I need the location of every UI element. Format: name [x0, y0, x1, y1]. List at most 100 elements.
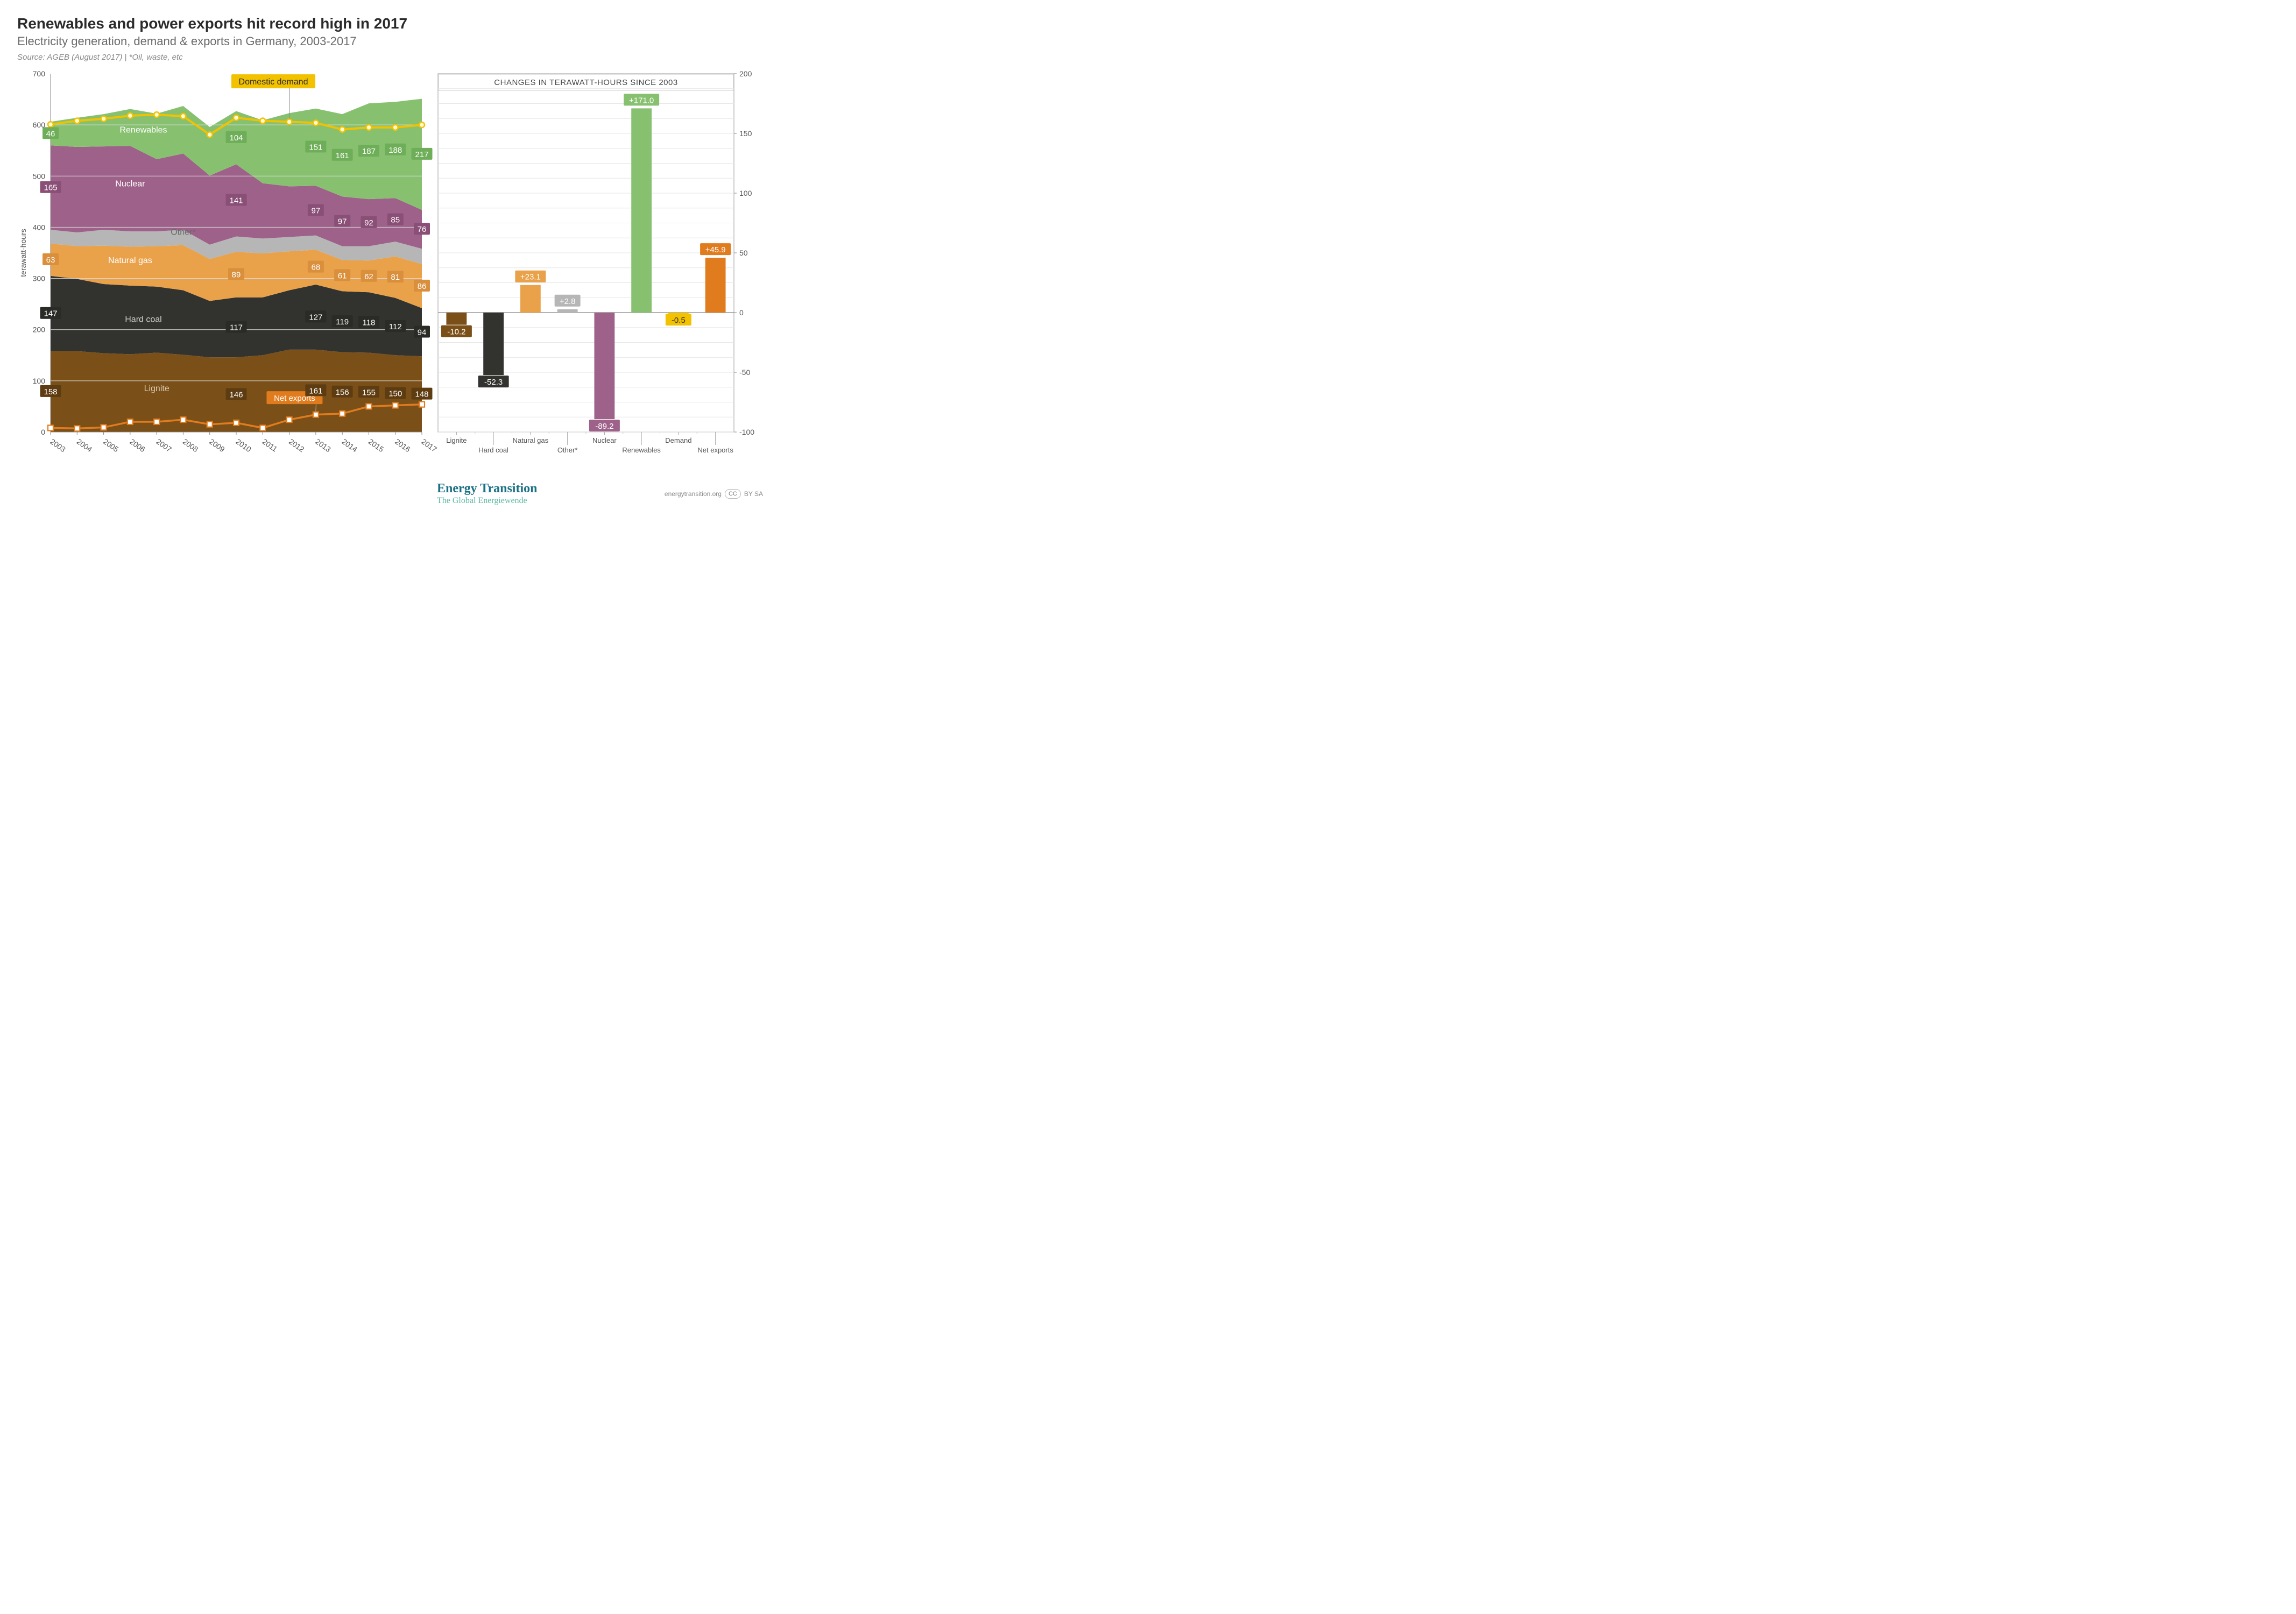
area-chart: 0100200300400500600700terawatt-hours2003… [17, 69, 426, 478]
exports-marker [180, 417, 186, 422]
y-tick: 700 [33, 69, 46, 78]
bar-ytick: 50 [739, 249, 748, 257]
demand-marker [366, 125, 371, 130]
vtext-Hard coal: 118 [362, 318, 375, 327]
vtext-Hard coal: 119 [336, 317, 349, 327]
x-year: 2014 [340, 437, 359, 454]
source-line: Source: AGEB (August 2017) | *Oil, waste… [17, 53, 763, 62]
vtext-Renewables: 151 [309, 143, 322, 152]
vtext-Natural gas: 86 [418, 282, 427, 291]
x-year: 2007 [154, 437, 173, 454]
y-axis-label: terawatt-hours [19, 229, 27, 277]
demand-marker [154, 112, 159, 117]
bar-Net exports [705, 258, 726, 313]
bar-cat-0: Lignite [446, 436, 467, 444]
demand-marker [340, 127, 345, 132]
site-link[interactable]: energytransition.org [665, 490, 722, 498]
bar-title: CHANGES IN TERAWATT-HOURS SINCE 2003 [494, 78, 677, 87]
exports-marker [393, 403, 398, 408]
vtext-Nuclear: 76 [418, 225, 427, 234]
demand-badge-label: Domestic demand [239, 77, 308, 87]
vtext-Natural gas: 68 [312, 263, 321, 272]
x-year: 2009 [208, 437, 227, 454]
vtext-Natural gas: 63 [46, 256, 55, 265]
barlabel-7: +45.9 [705, 245, 726, 254]
vtext-Hard coal: 117 [230, 323, 243, 332]
bar-ytick: 0 [739, 308, 744, 317]
bar-cat-4: Nuclear [592, 436, 617, 444]
bar-cat-3: Other* [557, 446, 578, 454]
demand-marker [180, 114, 186, 119]
x-year: 2004 [75, 437, 94, 454]
demand-marker [207, 132, 213, 137]
charts-row: 0100200300400500600700terawatt-hours2003… [17, 69, 763, 478]
vtext-Natural gas: 89 [232, 270, 241, 279]
barlabel-1: -52.3 [484, 378, 503, 387]
exports-marker [101, 424, 107, 430]
x-year: 2015 [367, 437, 386, 454]
exports-marker [48, 425, 53, 430]
bar-cat-7: Net exports [697, 446, 733, 454]
x-year: 2003 [48, 437, 67, 454]
y-tick: 200 [33, 325, 46, 334]
stripe-Renewables: Renewables [119, 125, 167, 134]
vtext-Lignite: 161 [309, 386, 322, 395]
vtext-Nuclear: 92 [364, 218, 373, 228]
vtext-Lignite: 156 [336, 388, 349, 397]
vtext-Lignite: 150 [388, 390, 402, 399]
bar-cat-5: Renewables [622, 446, 661, 454]
bar-Other* [557, 309, 578, 313]
y-tick: 500 [33, 172, 46, 180]
exports-marker [419, 402, 425, 407]
bar-cat-1: Hard coal [478, 446, 508, 454]
stripe-Other*: Other* [171, 228, 195, 237]
exports-marker [207, 422, 213, 427]
bar-ytick: -100 [739, 428, 754, 436]
exports-marker [340, 411, 345, 416]
vtext-Natural gas: 62 [364, 272, 373, 281]
bar-chart-svg: CHANGES IN TERAWATT-HOURS SINCE 2003 -100… [432, 69, 765, 478]
bar-Demand [668, 313, 689, 314]
vtext-Hard coal: 94 [418, 328, 427, 337]
x-year: 2011 [261, 437, 279, 453]
x-year: 2012 [287, 437, 306, 454]
vtext-Renewables: 161 [336, 151, 349, 160]
exports-marker [154, 419, 159, 424]
demand-marker [128, 113, 133, 118]
x-year: 2013 [314, 437, 333, 454]
x-year: 2006 [128, 437, 147, 454]
brand-subtitle: The Global Energiewende [437, 496, 537, 506]
demand-marker [260, 118, 265, 124]
bar-ytick: 200 [739, 69, 752, 78]
exports-marker [287, 417, 292, 422]
barlabel-3: +2.8 [560, 297, 576, 306]
demand-marker [234, 115, 239, 121]
bar-cat-6: Demand [665, 436, 691, 444]
footer: Energy Transition The Global Energiewend… [17, 482, 763, 506]
vtext-Renewables: 187 [362, 147, 376, 156]
stripe-Lignite: Lignite [144, 384, 169, 393]
vtext-Nuclear: 141 [229, 196, 243, 205]
license-label: BY SA [744, 490, 763, 498]
stripe-Nuclear: Nuclear [115, 179, 145, 188]
bar-Renewables [631, 108, 652, 313]
exports-marker [366, 404, 371, 409]
barlabel-4: -89.2 [595, 422, 613, 431]
demand-marker [419, 122, 425, 128]
cc-badge: CC [725, 489, 741, 499]
demand-marker [393, 125, 398, 130]
demand-marker [313, 120, 319, 125]
stripe-Hard coal: Hard coal [125, 315, 161, 324]
vtext-Renewables: 104 [229, 133, 243, 143]
bar-Lignite [446, 313, 467, 325]
exports-marker [313, 412, 319, 417]
y-tick: 400 [33, 223, 46, 231]
barlabel-0: -10.2 [447, 328, 465, 337]
vtext-Hard coal: 147 [44, 309, 57, 318]
exports-marker [234, 420, 239, 426]
vtext-Renewables: 217 [415, 150, 428, 159]
page-title: Renewables and power exports hit record … [17, 15, 763, 32]
bar-cat-2: Natural gas [513, 436, 549, 444]
bar-Natural gas [520, 285, 541, 313]
y-tick: 100 [33, 377, 46, 385]
